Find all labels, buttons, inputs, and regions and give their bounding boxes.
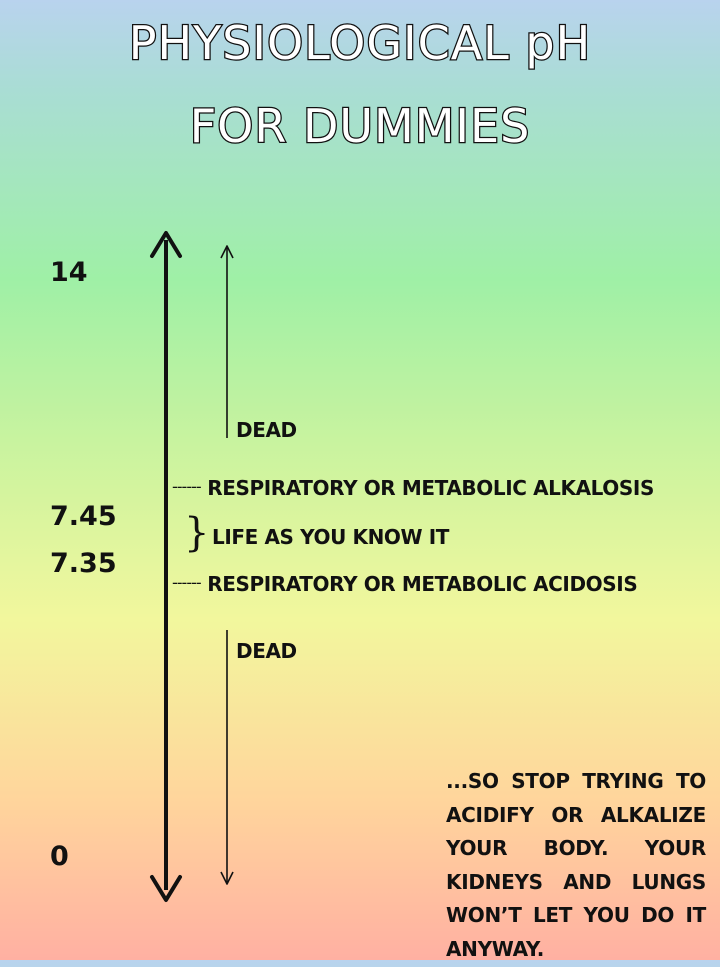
acidosis-label: RESPIRATORY OR METABOLIC ACIDOSIS xyxy=(207,572,638,596)
alkalosis-dashes: ------ xyxy=(172,477,202,496)
closing-note: ...SO STOP TRYING TO ACIDIFY OR ALKALIZE… xyxy=(446,769,706,961)
title-line-1: PHYSIOLOGICAL pH xyxy=(128,16,592,70)
ph-label-745: 7.45 xyxy=(50,501,117,532)
ph-label-14: 14 xyxy=(50,257,88,288)
life-label: LIFE AS YOU KNOW IT xyxy=(212,525,450,549)
dead-upper-arrow xyxy=(220,245,234,438)
alkalosis-label: RESPIRATORY OR METABOLIC ALKALOSIS xyxy=(207,476,654,500)
acidosis-row: ------ RESPIRATORY OR METABOLIC ACIDOSIS xyxy=(172,572,638,596)
dead-lower-arrow xyxy=(220,630,234,885)
alkalosis-row: ------ RESPIRATORY OR METABOLIC ALKALOSI… xyxy=(172,478,654,498)
ph-scale-double-arrow xyxy=(150,231,182,902)
title-line-2: FOR DUMMIES xyxy=(188,99,531,153)
ph-label-0: 0 xyxy=(50,841,69,872)
life-brace: } xyxy=(184,510,210,556)
dead-upper-label: DEAD xyxy=(236,418,297,442)
ph-label-735: 7.35 xyxy=(50,548,117,579)
acidosis-dashes: ------ xyxy=(172,573,202,592)
dead-lower-label: DEAD xyxy=(236,639,297,663)
